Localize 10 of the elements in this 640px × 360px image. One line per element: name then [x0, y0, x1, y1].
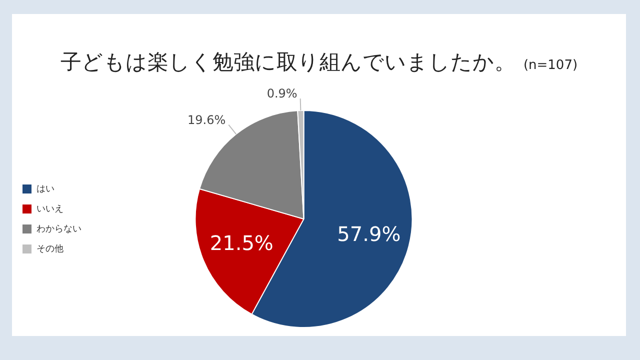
- legend-label: いいえ: [36, 203, 64, 214]
- legend-label: わからない: [36, 223, 82, 234]
- legend-label: はい: [36, 183, 54, 194]
- legend-label: その他: [36, 243, 64, 254]
- chart-title: 子どもは楽しく勉強に取り組んでいましたか。: [60, 50, 516, 74]
- text: (n=107): [523, 58, 578, 73]
- data-label: 0.9%: [266, 86, 298, 101]
- data-label: 19.6%: [188, 112, 226, 127]
- data-label: 57.9%: [337, 222, 401, 246]
- data-label: 21.5%: [210, 231, 274, 256]
